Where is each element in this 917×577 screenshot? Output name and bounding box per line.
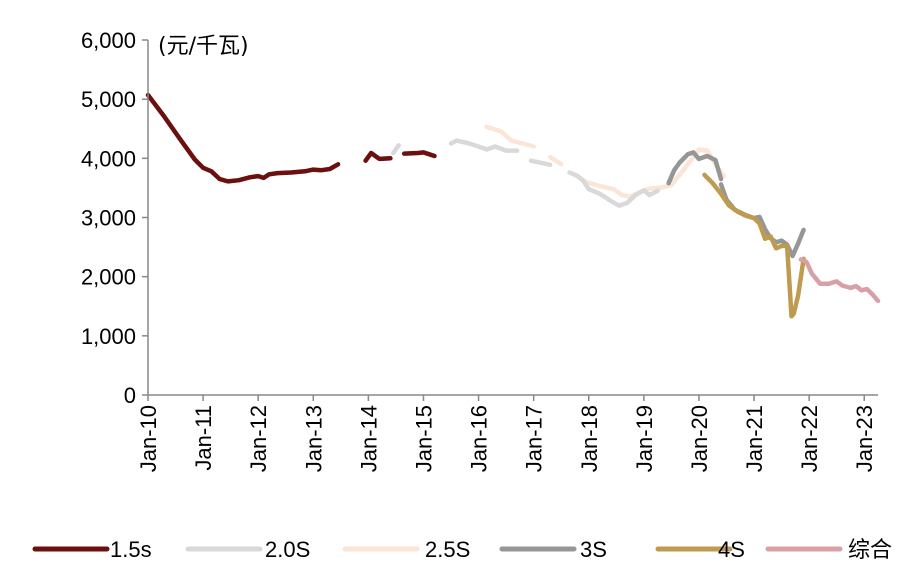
legend-label: 2.5S — [425, 537, 470, 562]
x-tick-label: Jan-19 — [632, 405, 657, 472]
series-line — [666, 150, 724, 186]
x-tick-label: Jan-20 — [687, 405, 712, 472]
unit-label: (元/千瓦) — [158, 34, 249, 59]
series-line — [567, 170, 660, 208]
series-line — [363, 150, 393, 163]
series-line — [528, 158, 553, 168]
legend-label: 3S — [580, 537, 607, 562]
x-tick-label: Jan-13 — [301, 405, 326, 472]
legend-label: 1.5s — [110, 537, 152, 562]
legend-label: 综合 — [848, 537, 892, 562]
series-line — [702, 172, 806, 319]
x-tick-label: Jan-11 — [191, 405, 216, 471]
x-tick-label: Jan-17 — [522, 405, 547, 472]
y-tick-label: 3,000 — [81, 206, 136, 231]
series-line — [718, 182, 806, 259]
series-line — [798, 257, 881, 304]
x-tick-label: Jan-14 — [356, 405, 381, 472]
y-tick-label: 5,000 — [81, 87, 136, 112]
y-ticks: 0 1,000 2,000 3,000 4,000 5,000 6,000 — [81, 28, 148, 408]
x-ticks: Jan-10 Jan-11 Jan-12 Jan-13 Jan-14 Jan-15 Jan-… — [136, 395, 877, 472]
y-tick-label: 0 — [124, 383, 136, 408]
legend-label: 2.0S — [265, 537, 310, 562]
x-tick-label: Jan-15 — [411, 405, 436, 472]
y-tick-label: 1,000 — [81, 324, 136, 349]
series-line — [547, 154, 564, 167]
legend-label: 4S — [718, 537, 745, 562]
series-2.5S — [484, 124, 726, 200]
series-2.0S — [390, 138, 660, 208]
series-综合 — [798, 257, 881, 304]
x-tick-label: Jan-18 — [577, 405, 602, 472]
x-tick-label: Jan-16 — [467, 405, 492, 472]
y-tick-label: 6,000 — [81, 28, 136, 53]
series-line — [401, 150, 437, 159]
legend: 1.5s 2.0S 2.5S 3S 4S 综合 — [32, 537, 892, 562]
series-1.5s — [145, 92, 437, 184]
series-line — [390, 143, 401, 156]
series-line — [145, 92, 341, 184]
x-tick-label: Jan-12 — [246, 405, 271, 472]
series-line — [572, 147, 726, 200]
x-tick-label: Jan-23 — [852, 405, 877, 472]
series-line — [448, 138, 520, 153]
series-3S — [666, 150, 806, 259]
y-tick-label: 2,000 — [81, 265, 136, 290]
x-tick-label: Jan-10 — [136, 405, 161, 472]
series-4S — [702, 172, 806, 319]
x-tick-label: Jan-21 — [742, 405, 767, 472]
x-tick-label: Jan-22 — [797, 405, 822, 472]
plot-lines — [145, 92, 881, 319]
y-tick-label: 4,000 — [81, 146, 136, 171]
series-line — [484, 124, 536, 149]
